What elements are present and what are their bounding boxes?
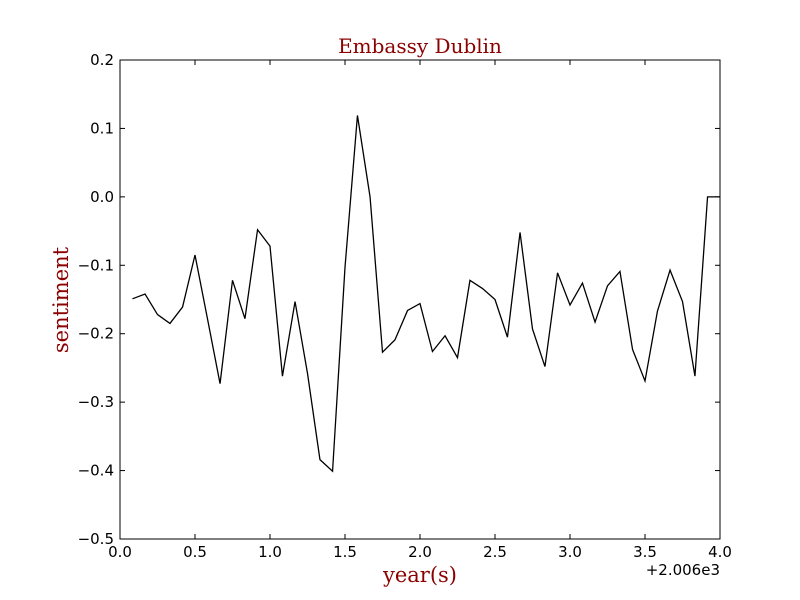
chart-title: Embassy Dublin [338,34,502,58]
x-axis: 0.0 0.5 1.0 1.5 2.0 2.5 3.0 3.5 4.0 [108,60,732,561]
x-axis-label: year(s) [382,563,457,587]
x-tick-label: 1.5 [333,543,357,561]
series-layer [132,115,720,473]
x-tick-label: 2.5 [483,543,507,561]
x-tick-label: 3.5 [633,543,657,561]
y-tick-label: 0.0 [90,188,114,206]
x-tick-label: 4.0 [708,543,732,561]
x-tick-label: 1.0 [258,543,282,561]
x-tick-label: 3.0 [558,543,582,561]
plot-area [119,59,721,540]
y-tick-label: 0.2 [90,51,114,69]
x-tick-label: 2.0 [408,543,432,561]
y-axis-label: sentiment [49,246,73,353]
y-axis: 0.2 0.1 0.0 −0.1 −0.2 −0.3 −0.4 −0.5 [78,51,720,548]
y-tick-label: −0.2 [78,325,114,343]
y-tick-label: −0.3 [78,393,114,411]
y-tick-label: −0.5 [78,530,114,548]
y-tick-label: −0.4 [78,462,114,480]
y-tick-label: −0.1 [78,256,114,274]
x-offset-label: +2.006e3 [646,561,720,579]
y-tick-label: 0.1 [90,119,114,137]
series-line [132,115,720,473]
x-tick-label: 0.5 [183,543,207,561]
x-tick-label: 0.0 [108,543,132,561]
